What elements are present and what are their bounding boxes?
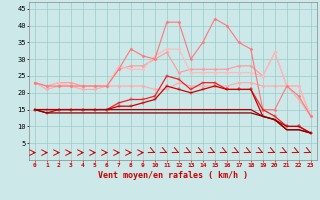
- X-axis label: Vent moyen/en rafales ( km/h ): Vent moyen/en rafales ( km/h ): [98, 171, 248, 180]
